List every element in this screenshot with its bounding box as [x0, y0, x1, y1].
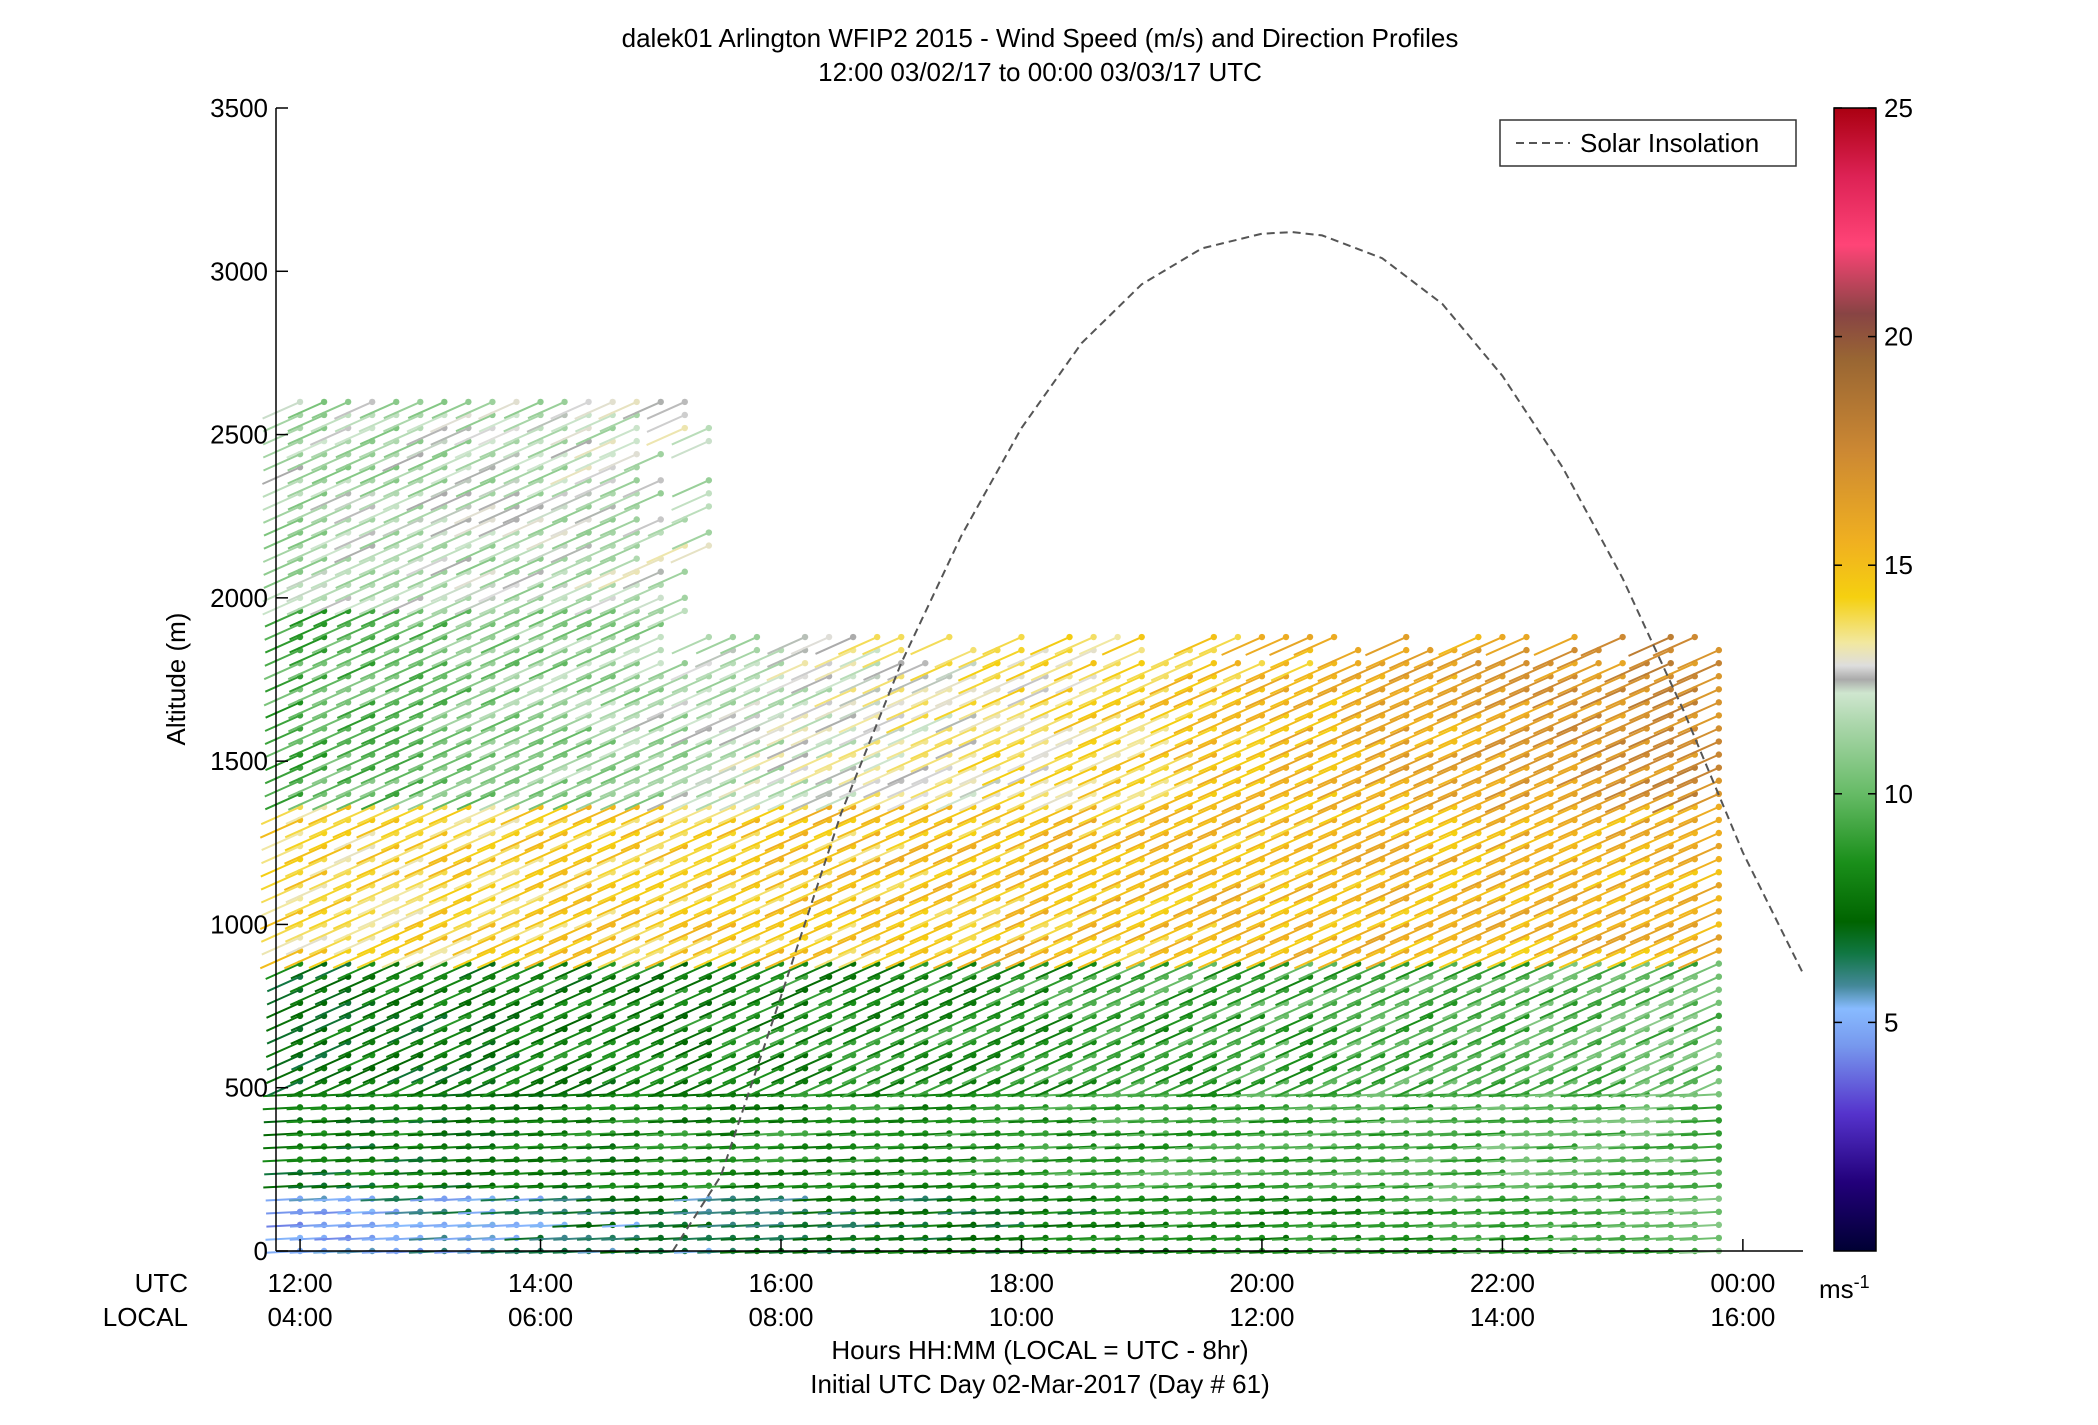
- x-tick-label-local: 04:00: [268, 1302, 333, 1332]
- colorbar-tick-label: 10: [1884, 779, 1913, 809]
- chart-title: dalek01 Arlington WFIP2 2015 - Wind Spee…: [622, 23, 1459, 53]
- colorbar-unit: ms-1: [1819, 1272, 1870, 1304]
- colorbar-tick-label: 5: [1884, 1007, 1898, 1037]
- wind-barbs-layer: [259, 398, 1723, 1255]
- x-tick-label-local: 14:00: [1470, 1302, 1535, 1332]
- x-tick-label-local: 06:00: [508, 1302, 573, 1332]
- x-axis-label-2: Initial UTC Day 02-Mar-2017 (Day # 61): [810, 1369, 1270, 1399]
- plot-area: 0 500 1000 1500 2000 2500 3000 3500 12:00 04:00 1…: [210, 93, 1804, 1332]
- colorbar-fill: [1833, 107, 1877, 1252]
- y-tick-label: 3000: [210, 256, 268, 286]
- wind-barb: [287, 398, 328, 419]
- wind-barb: [359, 398, 400, 420]
- wind-barb: [407, 398, 448, 420]
- legend: Solar Insolation: [1499, 119, 1797, 167]
- legend-label: Solar Insolation: [1580, 128, 1759, 158]
- x-tick-label-utc: 22:00: [1470, 1268, 1535, 1298]
- x-tick-label-local: 16:00: [1710, 1302, 1775, 1332]
- utc-row-label: UTC: [135, 1268, 188, 1298]
- y-tick-label: 0: [254, 1236, 268, 1266]
- x-tick-label-utc: 20:00: [1229, 1268, 1294, 1298]
- y-tick-label: 3500: [210, 93, 268, 123]
- wind-barb: [383, 398, 424, 420]
- x-tick-label-utc: 16:00: [748, 1268, 813, 1298]
- wind-barb: [455, 398, 496, 420]
- x-axis-label: Hours HH:MM (LOCAL = UTC - 8hr): [831, 1335, 1248, 1365]
- wind-barb: [262, 398, 304, 420]
- x-tick-label-utc: 00:00: [1710, 1268, 1775, 1298]
- colorbar-tick-label: 15: [1884, 550, 1913, 580]
- x-tick-label-utc: 14:00: [508, 1268, 573, 1298]
- colorbar: 5 10 15 20 25 ms-1: [1819, 93, 1913, 1304]
- x-tick-label-local: 10:00: [989, 1302, 1054, 1332]
- y-tick-label: 2000: [210, 583, 268, 613]
- y-tick-label: 2500: [210, 420, 268, 450]
- chart-subtitle: 12:00 03/02/17 to 00:00 03/03/17 UTC: [818, 57, 1262, 87]
- colorbar-tick-label: 20: [1884, 322, 1913, 352]
- wind-barb: [431, 398, 472, 420]
- y-tick-label: 1500: [210, 746, 268, 776]
- y-tick-label: 500: [225, 1073, 268, 1103]
- colorbar-tick-label: 25: [1884, 93, 1913, 123]
- wind-barb: [333, 398, 376, 420]
- y-tick-label: 1000: [210, 909, 268, 939]
- x-tick-label-local: 12:00: [1229, 1302, 1294, 1332]
- local-row-label: LOCAL: [103, 1302, 188, 1332]
- x-tick-label-utc: 18:00: [989, 1268, 1054, 1298]
- x-tick-label-utc: 12:00: [268, 1268, 333, 1298]
- y-axis-label: Altitude (m): [161, 613, 191, 746]
- wind-barb: [311, 398, 352, 420]
- x-tick-label-local: 08:00: [748, 1302, 813, 1332]
